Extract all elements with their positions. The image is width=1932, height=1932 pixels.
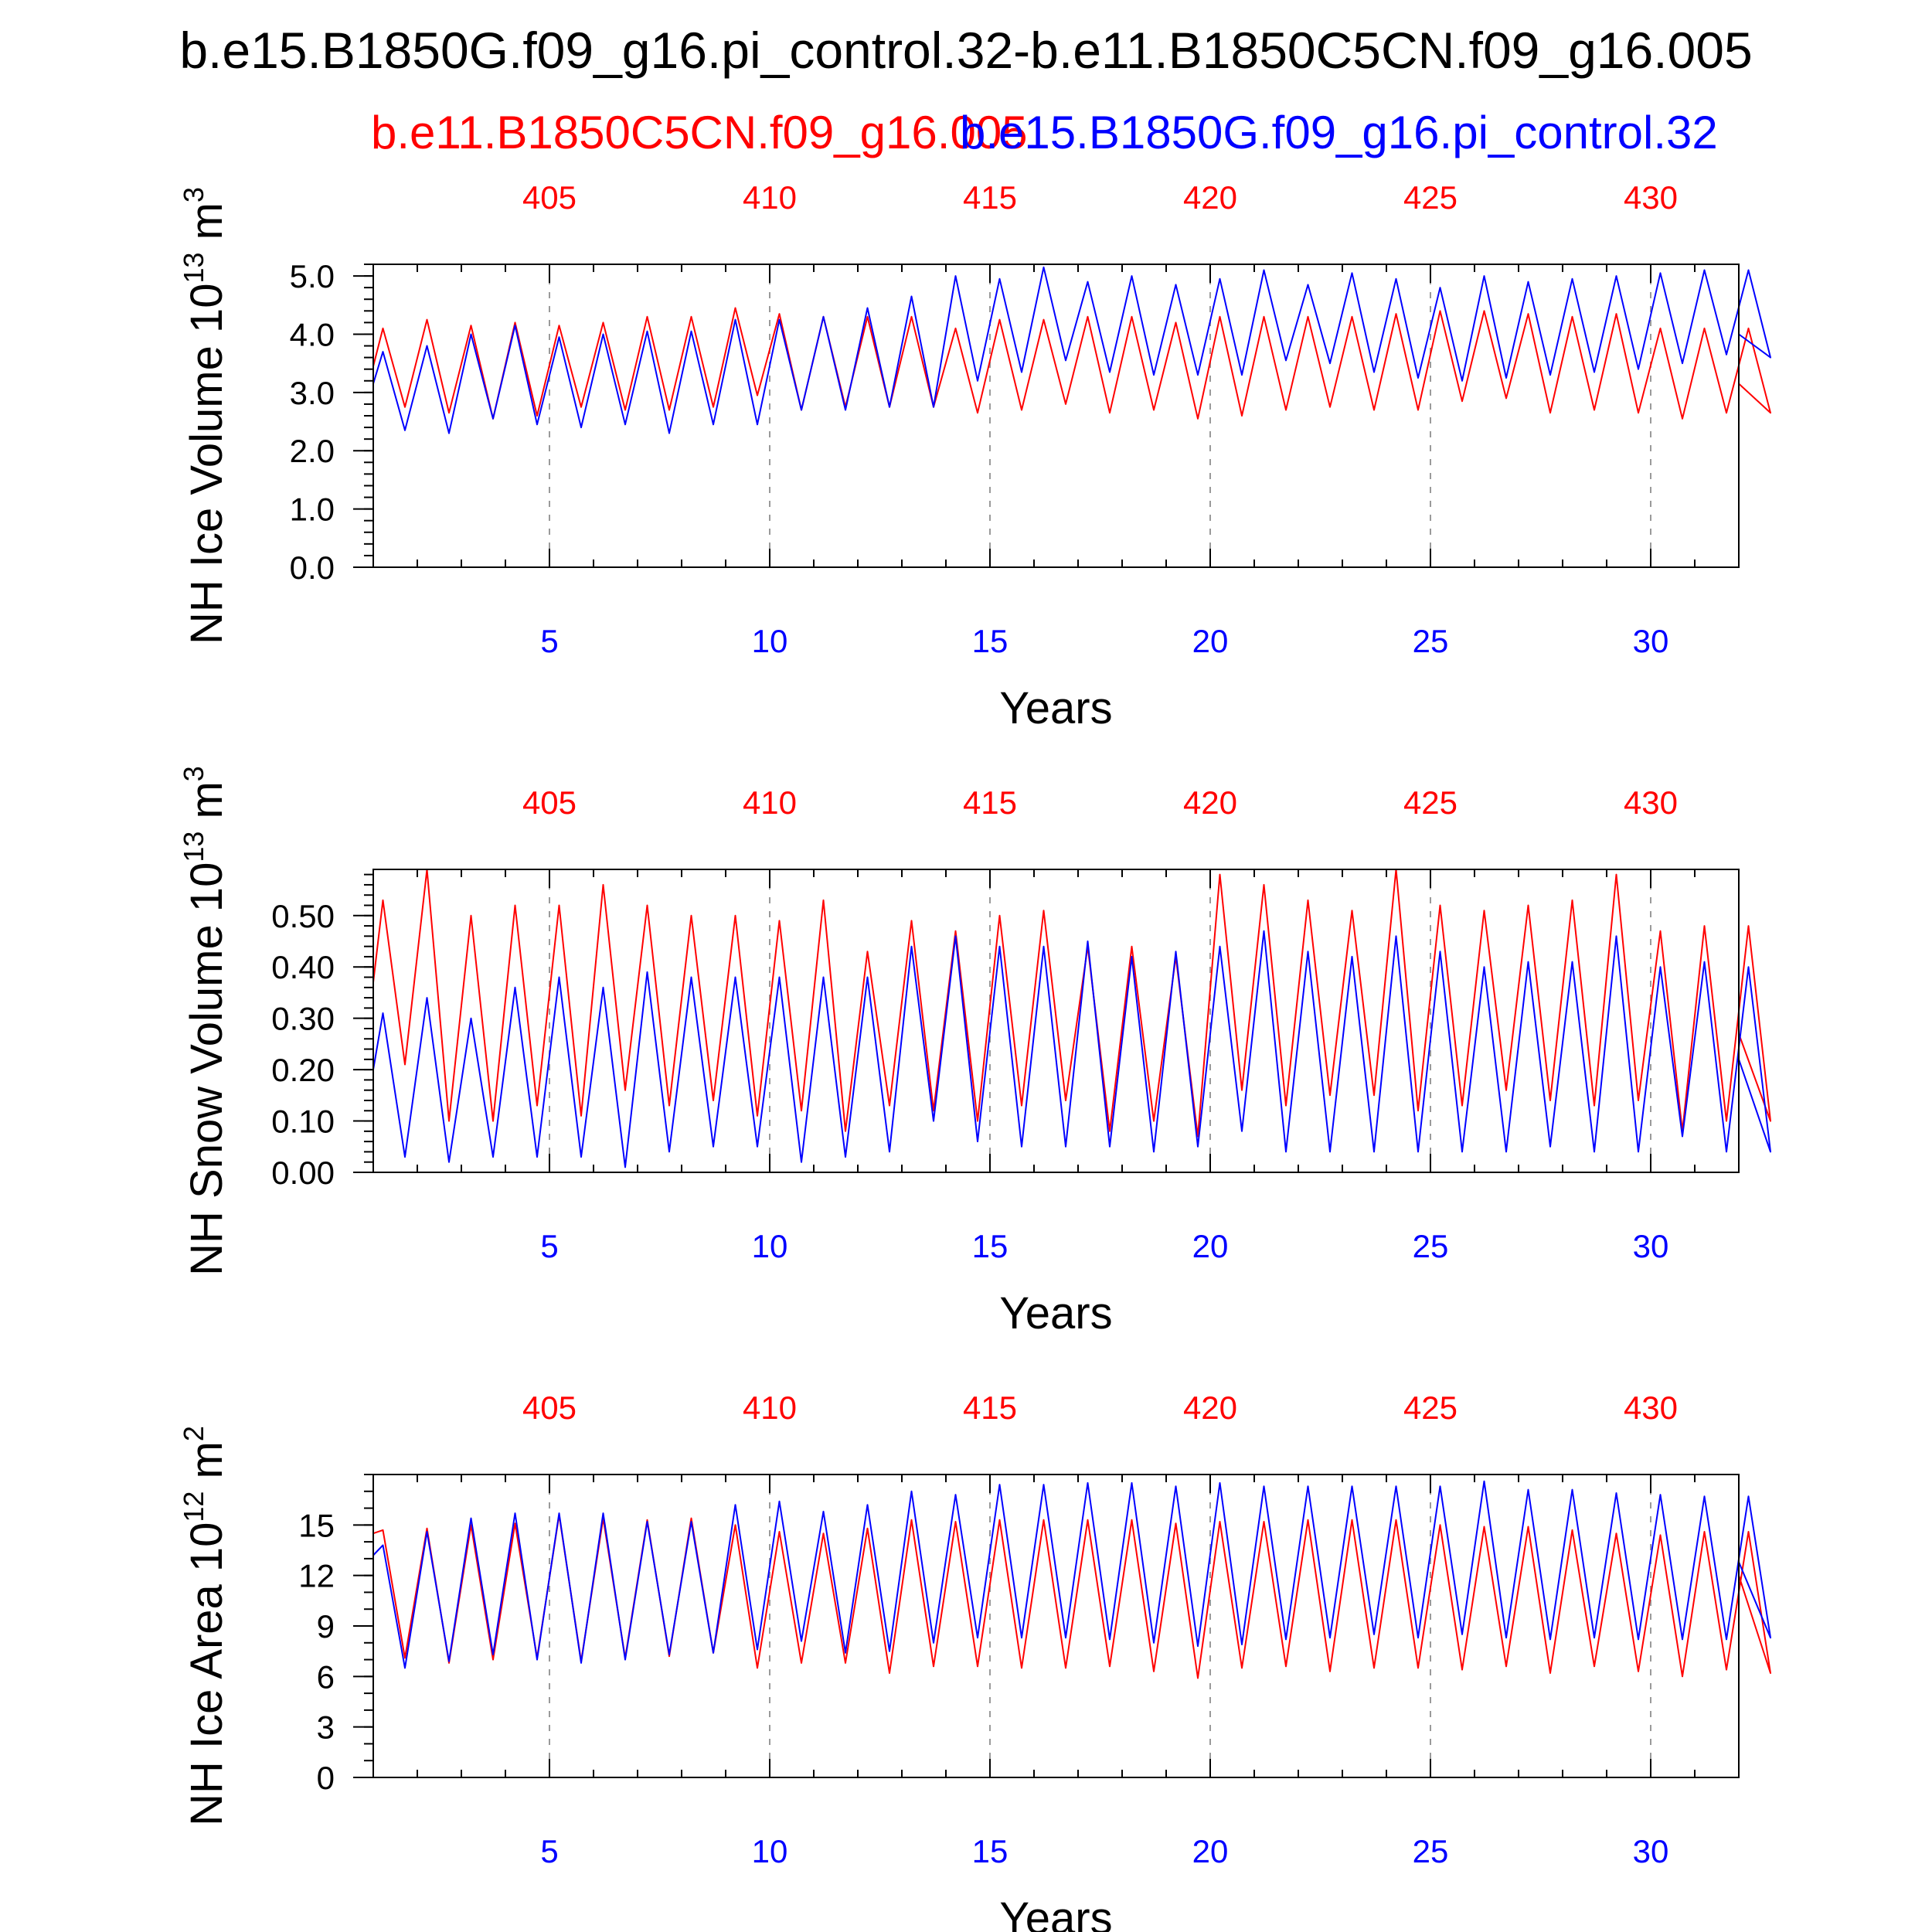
y-tick-label: 9 [317, 1608, 335, 1645]
y-tick-label: 12 [298, 1558, 335, 1594]
x-tick-label-top: 430 [1624, 1389, 1678, 1426]
y-tick-label: 6 [317, 1658, 335, 1695]
plot-frame [372, 869, 1740, 1173]
x-axis-label: Years [999, 683, 1112, 733]
x-tick-label-top: 430 [1624, 784, 1678, 821]
y-axis-label-part: NH Snow Volume 10 [182, 862, 232, 1276]
y-tick-label: 0.10 [271, 1104, 335, 1140]
y-tick-label: 1.0 [290, 492, 335, 528]
x-tick-label-bottom: 25 [1413, 623, 1449, 659]
x-tick-label-top: 425 [1403, 784, 1458, 821]
series-line-blue [372, 1480, 1771, 1669]
x-tick-label-top: 410 [743, 784, 797, 821]
y-axis-label: NH Ice Volume 1013 m3 [178, 187, 232, 645]
x-tick-label-top: 405 [522, 1389, 577, 1426]
legend-blue-label: b.e15.B1850G.f09_g16.pi_control.32 [960, 107, 1718, 158]
x-tick-label-top: 420 [1183, 784, 1237, 821]
x-axis-label: Years [999, 1288, 1112, 1338]
x-tick-label-top: 410 [743, 1389, 797, 1426]
y-tick-label: 4.0 [290, 316, 335, 352]
x-tick-label-bottom: 5 [540, 1228, 558, 1264]
y-axis-label-part: 13 [178, 832, 209, 862]
x-tick-label-bottom: 10 [752, 1228, 788, 1264]
x-tick-label-bottom: 15 [972, 1228, 1009, 1264]
y-tick-label: 0.50 [271, 898, 335, 934]
series-line-blue [372, 266, 1771, 434]
x-tick-label-top: 405 [522, 784, 577, 821]
x-tick-label-top: 420 [1183, 1389, 1237, 1426]
x-tick-label-top: 405 [522, 179, 577, 216]
figure-title: b.e15.B1850G.f09_g16.pi_control.32-b.e11… [179, 22, 1752, 79]
y-tick-label: 2.0 [290, 433, 335, 469]
y-tick-label: 0.20 [271, 1052, 335, 1088]
y-axis-label-part: m [182, 1441, 232, 1491]
y-axis-label-part: 3 [178, 187, 209, 202]
chart-panel-1: 5 10 15 20 25 30 405 410 415 420 425 430 0.0 1.0 2.0 3.… [178, 179, 1771, 733]
x-tick-label-bottom: 30 [1633, 1833, 1669, 1869]
y-tick-label: 0.40 [271, 949, 335, 985]
y-axis-label-part: 3 [178, 766, 209, 781]
y-tick-label: 15 [298, 1507, 335, 1543]
y-axis-label-part: 2 [178, 1426, 209, 1441]
series-line-blue [372, 930, 1771, 1168]
y-tick-label: 0 [317, 1760, 335, 1796]
x-tick-label-top: 415 [963, 784, 1017, 821]
x-tick-label-top: 420 [1183, 179, 1237, 216]
y-tick-label: 5.0 [290, 258, 335, 294]
legend-red-label: b.e11.B1850C5CN.f09_g16.005 [371, 107, 1028, 158]
series-line-red [372, 869, 1771, 1138]
x-tick-label-bottom: 5 [540, 1833, 558, 1869]
x-tick-label-bottom: 25 [1413, 1833, 1449, 1869]
x-tick-label-bottom: 5 [540, 623, 558, 659]
x-tick-label-bottom: 20 [1192, 623, 1229, 659]
y-axis-label-part: 13 [178, 252, 209, 283]
x-tick-label-bottom: 25 [1413, 1228, 1449, 1264]
y-axis-label-part: m [182, 202, 232, 252]
y-axis-label: NH Snow Volume 1013 m3 [178, 766, 232, 1276]
y-tick-label: 0.30 [271, 1001, 335, 1037]
y-axis-label-part: NH Ice Volume 10 [182, 284, 232, 645]
x-tick-label-top: 425 [1403, 1389, 1458, 1426]
y-tick-label: 0.0 [290, 549, 335, 586]
x-tick-label-top: 425 [1403, 179, 1458, 216]
y-axis-label-part: NH Ice Area 10 [182, 1522, 232, 1826]
y-axis-label-part: 12 [178, 1492, 209, 1522]
x-tick-label-bottom: 30 [1633, 1228, 1669, 1264]
x-tick-label-bottom: 10 [752, 623, 788, 659]
x-tick-label-bottom: 20 [1192, 1228, 1229, 1264]
x-tick-label-top: 430 [1624, 179, 1678, 216]
x-tick-label-top: 410 [743, 179, 797, 216]
x-tick-label-bottom: 20 [1192, 1833, 1229, 1869]
y-axis-label: NH Ice Area 1012 m2 [178, 1426, 232, 1826]
x-tick-label-bottom: 15 [972, 1833, 1009, 1869]
x-tick-label-top: 415 [963, 179, 1017, 216]
chart-panel-3: 5 10 15 20 25 30 405 410 415 420 425 430 0 3 6 9 12 15 Yea… [178, 1389, 1771, 1932]
x-tick-label-top: 415 [963, 1389, 1017, 1426]
series-line-red [372, 307, 1771, 420]
chart-panel-2: 5 10 15 20 25 30 405 410 415 420 425 430 0.00 0.10 0.2… [178, 766, 1771, 1338]
x-axis-label: Years [999, 1893, 1112, 1932]
x-tick-label-bottom: 30 [1633, 623, 1669, 659]
x-tick-label-bottom: 10 [752, 1833, 788, 1869]
y-axis-label-part: m [182, 781, 232, 831]
y-tick-label: 3.0 [290, 375, 335, 411]
y-tick-label: 0.00 [271, 1155, 335, 1191]
y-tick-label: 3 [317, 1709, 335, 1746]
x-tick-label-bottom: 15 [972, 623, 1009, 659]
